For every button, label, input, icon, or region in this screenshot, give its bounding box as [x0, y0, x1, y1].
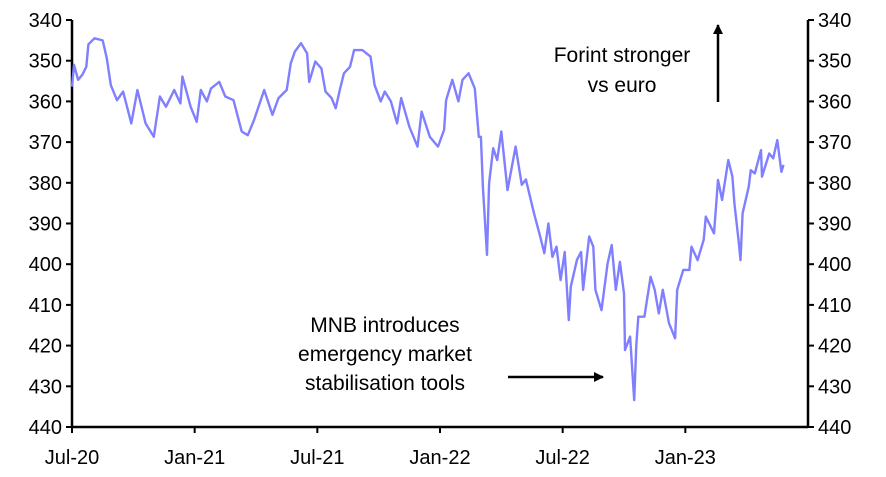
y-tick-label-left: 350 [29, 51, 62, 73]
x-tick-label: Jul-22 [535, 447, 589, 469]
y-tick-label-right: 440 [818, 417, 851, 439]
y-axis-right-labels: 340 350 360 370 380 390 400 410 420 430 440 [818, 10, 851, 439]
y-tick-label-right: 350 [818, 51, 851, 73]
annotation-mnb-line2: emergency market [298, 343, 472, 366]
y-tick-label-right: 430 [818, 376, 851, 398]
x-tick-label: Jul-20 [45, 447, 99, 469]
y-tick-label-right: 420 [818, 336, 851, 358]
y-tick-label-left: 360 [29, 91, 62, 113]
y-tick-label-right: 380 [818, 173, 851, 195]
y-tick-label-right: 360 [818, 91, 851, 113]
y-tick-label-left: 410 [29, 295, 62, 317]
y-tick-label-right: 390 [818, 214, 851, 236]
y-tick-label-left: 390 [29, 214, 62, 236]
y-tick-label-right: 400 [818, 254, 851, 276]
x-axis-labels: Jul-20 Jan-21 Jul-21 Jan-22 Jul-22 Jan-23 [45, 447, 716, 469]
x-tick-label: Jan-21 [164, 447, 225, 469]
x-tick-label: Jan-23 [655, 447, 716, 469]
y-tick-label-left: 400 [29, 254, 62, 276]
x-tick-label: Jul-21 [290, 447, 344, 469]
y-tick-label-right: 370 [818, 132, 851, 154]
y-tick-label-left: 340 [29, 10, 62, 32]
y-tick-label-left: 430 [29, 376, 62, 398]
axes [66, 19, 814, 433]
series-line-eurhuf [70, 37, 785, 402]
y-tick-label-left: 380 [29, 173, 62, 195]
annotation-forint-line2: vs euro [588, 74, 657, 97]
annotation-forint-line1: Forint stronger [554, 44, 691, 67]
annotation-mnb-line1: MNB introduces [310, 314, 459, 337]
y-tick-label-right: 340 [818, 10, 851, 32]
annotation-mnb-line3: stabilisation tools [305, 372, 465, 395]
y-tick-label-left: 370 [29, 132, 62, 154]
y-tick-label-left: 420 [29, 336, 62, 358]
y-axis-left-labels: 340 350 360 370 380 390 400 410 420 430 440 [29, 10, 62, 439]
y-tick-label-right: 410 [818, 295, 851, 317]
x-tick-label: Jan-22 [409, 447, 470, 469]
y-tick-label-left: 440 [29, 417, 62, 439]
